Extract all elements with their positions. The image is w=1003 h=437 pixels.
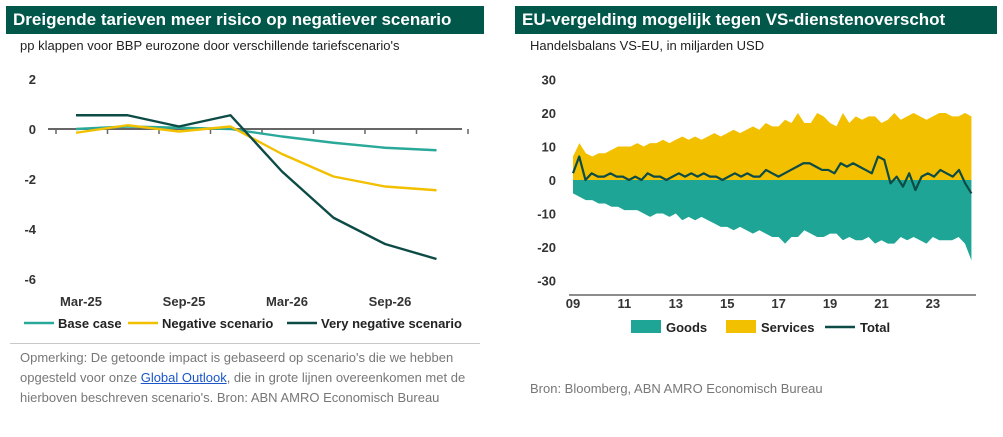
- total-line: [571, 155, 973, 194]
- y-tick-label: 0: [549, 173, 556, 188]
- x-tick-label: Mar-25: [60, 294, 102, 309]
- legend-label: Very negative scenario: [321, 316, 462, 331]
- legend-label: Services: [761, 320, 815, 335]
- legend-swatch: [631, 320, 661, 333]
- global-outlook-link[interactable]: Global Outlook: [140, 370, 227, 385]
- left-chart-subtitle: pp klappen voor BBP eurozone door versch…: [20, 38, 400, 53]
- y-tick-label: -4: [24, 222, 36, 237]
- left-divider: [10, 343, 480, 344]
- x-tick-label: 19: [823, 296, 837, 311]
- y-tick-label: -20: [537, 240, 556, 255]
- y-tick-label: -2: [24, 172, 36, 187]
- x-tick-label: 17: [771, 296, 785, 311]
- y-tick-label: -6: [24, 272, 36, 287]
- y-tick-label: -30: [537, 274, 556, 289]
- y-tick-label: 20: [542, 106, 556, 121]
- x-tick-label: 23: [926, 296, 940, 311]
- series-line-very-negative-scenario: [76, 114, 437, 261]
- x-tick-label: 15: [720, 296, 734, 311]
- left-chart-note: Opmerking: De getoonde impact is gebasee…: [20, 348, 470, 408]
- right-chart-panel: EU-vergelding mogelijk tegen VS-diensten…: [511, 0, 1003, 437]
- left-note-text-start: Opmerking: De getoonde impact is gebasee…: [20, 350, 454, 385]
- x-tick-label: Mar-26: [266, 294, 308, 309]
- legend-label: Total: [860, 320, 890, 335]
- x-tick-label: 11: [618, 296, 632, 311]
- y-tick-label: 0: [29, 122, 36, 137]
- x-tick-label: Sep-26: [369, 294, 412, 309]
- x-tick-label: 13: [669, 296, 683, 311]
- x-tick-label: Sep-25: [163, 294, 206, 309]
- y-tick-label: 10: [542, 140, 556, 155]
- right-chart-svg: 30 20 10 0 -10 -20 -30 09 11 13 15 17 19 21 23 Goods Ser…: [537, 73, 976, 335]
- y-tick-label: 2: [29, 72, 36, 87]
- legend-label: Base case: [58, 316, 122, 331]
- legend-swatch: [726, 320, 756, 333]
- right-chart-source: Bron: Bloomberg, ABN AMRO Economisch Bur…: [530, 381, 823, 396]
- left-chart-title: Dreigende tarieven meer risico op negati…: [6, 6, 484, 34]
- services-area: [573, 113, 972, 180]
- y-tick-label: 30: [542, 73, 556, 88]
- left-chart-svg: 2 0 -2 -4 -6 Mar-25 Sep-25 Mar-26 Sep-26 Base cas…: [24, 72, 469, 331]
- goods-area: [573, 180, 972, 261]
- y-tick-label: -10: [537, 207, 556, 222]
- right-chart-title: EU-vergelding mogelijk tegen VS-diensten…: [515, 6, 997, 34]
- legend-label: Goods: [666, 320, 707, 335]
- left-note-text-end: , die in grote lijnen overeenkomen met d…: [20, 370, 466, 405]
- series-line-base-case: [75, 125, 437, 152]
- x-tick-label: 21: [874, 296, 888, 311]
- legend-label: Negative scenario: [162, 316, 273, 331]
- x-tick-label: 09: [566, 296, 580, 311]
- right-chart-subtitle: Handelsbalans VS-EU, in miljarden USD: [530, 38, 765, 53]
- left-chart-panel: Dreigende tarieven meer risico op negati…: [0, 0, 490, 437]
- series-line-negative-scenario: [75, 124, 437, 192]
